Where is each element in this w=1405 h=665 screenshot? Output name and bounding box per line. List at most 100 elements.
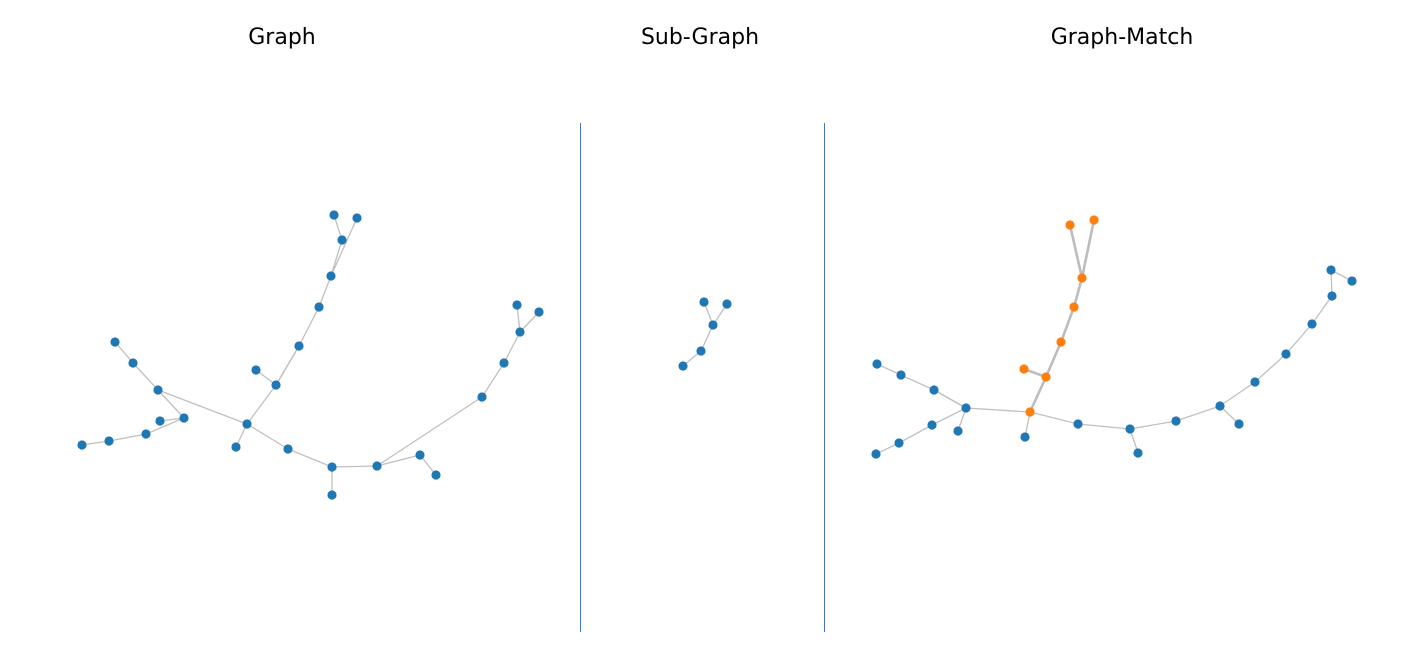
graph-node-m28 <box>1327 291 1337 301</box>
graph-node-m5 <box>961 403 971 413</box>
graph-node-g21 <box>283 444 293 454</box>
graph-edge-m23-m25 <box>1219 381 1256 407</box>
graph-match-panel <box>871 215 1357 459</box>
graph-match-nodes <box>871 215 1357 459</box>
graph-edge-g14-g17 <box>330 217 358 277</box>
graph-node-m6 <box>929 385 939 395</box>
graph-node-m7 <box>872 359 882 369</box>
graph-node-g7 <box>110 337 120 347</box>
graph-node-m1 <box>871 449 881 459</box>
graph-edge-g13-g14 <box>318 275 332 308</box>
graph-node-g1 <box>77 440 87 450</box>
graph-node-g24 <box>415 450 425 460</box>
graph-node-g14 <box>326 271 336 281</box>
graph-node-g6 <box>153 385 163 395</box>
graph-match-edges <box>875 218 1353 455</box>
graph-node-g3 <box>141 429 151 439</box>
graph-node-g10 <box>242 419 252 429</box>
graph-node-g11 <box>271 380 281 390</box>
graph-edge-g7-g8 <box>114 341 134 364</box>
graph-panel <box>77 210 544 500</box>
graph-edge-m3-m5 <box>931 407 967 426</box>
graph-node-g28 <box>515 327 525 337</box>
graph-node-g27 <box>499 358 509 368</box>
matched-edge-m16-m17 <box>1080 218 1096 280</box>
graph-node-g15 <box>337 235 347 245</box>
graph-edge-g12-g13 <box>298 306 320 347</box>
graph-edge-g6-g10 <box>157 389 248 425</box>
subgraph-nodes <box>678 297 732 371</box>
graph-node-s2 <box>696 346 706 356</box>
graph-node-s3 <box>708 320 718 330</box>
graph-edge-m10-m19 <box>1029 411 1079 425</box>
graph-edge-m25-m26 <box>1254 353 1287 383</box>
graph-edge-g2-g3 <box>108 433 147 442</box>
matched-node-m16 <box>1077 273 1087 283</box>
graph-edges <box>81 214 540 496</box>
graph-node-m11 <box>1020 432 1030 442</box>
graph-node-g31 <box>512 300 522 310</box>
graph-edge-g23-g26 <box>376 396 483 467</box>
graph-edge-s2-s3 <box>700 324 714 352</box>
subgraph-panel-title: Sub-Graph <box>641 25 759 50</box>
graph-node-m2 <box>894 438 904 448</box>
graph-edge-m19-m20 <box>1077 423 1131 430</box>
matched-node-m17 <box>1089 215 1099 225</box>
graph-node-m26 <box>1281 349 1291 359</box>
graph-node-m29 <box>1326 265 1336 275</box>
graph-node-g8 <box>128 358 138 368</box>
matched-node-m10 <box>1025 407 1035 417</box>
graph-node-m4 <box>953 426 963 436</box>
subgraph-panel <box>678 297 732 371</box>
graph-edge-m5-m10 <box>965 407 1031 413</box>
graph-node-g22 <box>327 462 337 472</box>
matched-edge-m16-m18 <box>1068 223 1084 280</box>
graph-edge-g6-g5 <box>157 389 185 419</box>
graph-edge-g23-g24 <box>376 454 421 467</box>
graph-edge-m2-m3 <box>898 424 933 444</box>
matched-edge-m10-m13 <box>1028 375 1048 414</box>
matched-node-m12 <box>1019 364 1029 374</box>
graph-node-m25 <box>1250 377 1260 387</box>
graph-node-g26 <box>477 392 487 402</box>
graph-node-m30 <box>1347 276 1357 286</box>
matched-node-m18 <box>1065 220 1075 230</box>
graph-node-s5 <box>722 299 732 309</box>
graph-node-g13 <box>314 302 324 312</box>
graph-node-m20 <box>1125 424 1135 434</box>
graph-nodes <box>77 210 544 500</box>
graph-edge-m26-m27 <box>1285 323 1313 355</box>
graph-edge-g26-g27 <box>481 362 505 398</box>
matched-node-m14 <box>1056 337 1066 347</box>
graph-node-g25 <box>327 490 337 500</box>
graph-edge-g14-g15 <box>330 239 343 277</box>
graph-node-m3 <box>927 420 937 430</box>
matched-edge-m15-m16 <box>1072 276 1084 309</box>
graph-match-panel-title: Graph-Match <box>1051 25 1194 50</box>
graph-edge-g22-g23 <box>331 465 378 468</box>
graph-node-g20 <box>231 442 241 452</box>
graph-node-g19 <box>251 365 261 375</box>
graph-edge-g10-g21 <box>246 423 289 450</box>
matched-edge-m14-m15 <box>1059 305 1076 344</box>
graph-node-g4 <box>155 416 165 426</box>
graph-node-m27 <box>1307 319 1317 329</box>
matched-node-m13 <box>1041 372 1051 382</box>
graph-edge-m9-m5 <box>933 389 967 409</box>
graph-node-s1 <box>678 361 688 371</box>
graph-edge-m27-m28 <box>1311 295 1333 325</box>
graph-node-g17 <box>352 213 362 223</box>
matched-edge-m13-m14 <box>1044 340 1063 379</box>
graph-edge-g3-g5 <box>145 417 185 435</box>
graph-node-s4 <box>699 297 709 307</box>
graph-edge-g10-g11 <box>246 384 277 425</box>
graph-node-g12 <box>294 341 304 351</box>
graph-node-g2 <box>104 436 114 446</box>
graph-edge-g21-g22 <box>287 448 333 468</box>
graph-node-m19 <box>1073 419 1083 429</box>
graph-edge-m8-m9 <box>900 374 935 391</box>
graph-node-g5 <box>179 413 189 423</box>
graph-node-m21 <box>1133 448 1143 458</box>
graph-edge-g27-g28 <box>503 331 521 364</box>
graph-panel-title: Graph <box>248 25 315 50</box>
